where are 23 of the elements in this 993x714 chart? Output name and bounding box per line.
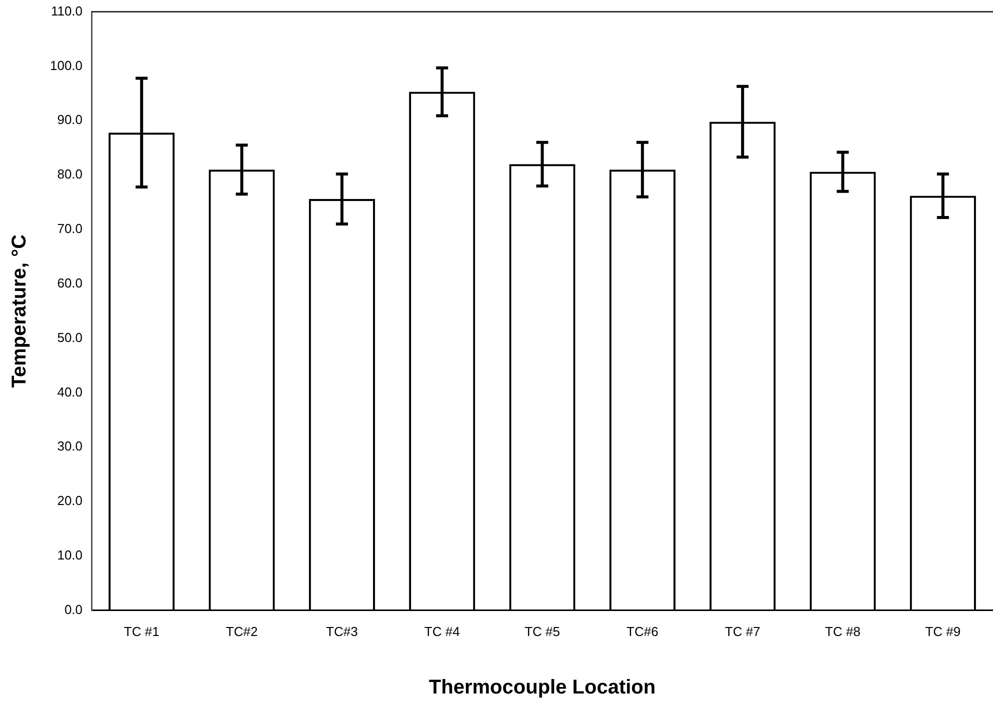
y-tick-label: 40.0 <box>57 384 83 400</box>
y-tick-label: 90.0 <box>57 112 83 128</box>
y-tick-label: 10.0 <box>57 548 83 563</box>
x-tick-label: TC #9 <box>925 624 961 639</box>
y-tick-label: 110.0 <box>50 3 83 18</box>
y-axis-title: Temperature, °C <box>8 234 31 388</box>
y-tick-label: 100.0 <box>50 58 83 73</box>
y-tick-label: 20.0 <box>57 493 83 508</box>
y-tick-label: 0.0 <box>64 602 83 617</box>
x-tick-label: TC#6 <box>626 624 658 639</box>
y-tick-label: 50.0 <box>57 330 83 345</box>
x-tick-label: TC #5 <box>524 624 560 639</box>
x-tick-label: TC #8 <box>825 624 860 639</box>
y-tick-label: 30.0 <box>57 438 83 454</box>
x-tick-label: TC #7 <box>724 624 760 639</box>
y-tick-label: 70.0 <box>57 221 83 236</box>
y-tick-label: 80.0 <box>57 166 83 182</box>
x-tick-label: TC#2 <box>226 624 258 639</box>
x-tick-label: TC #1 <box>124 624 160 639</box>
x-tick-label: TC#3 <box>326 624 358 639</box>
x-tick-label: TC #4 <box>424 624 460 639</box>
y-tick-label: 60.0 <box>57 275 83 290</box>
x-axis-title: Thermocouple Location <box>428 676 656 699</box>
